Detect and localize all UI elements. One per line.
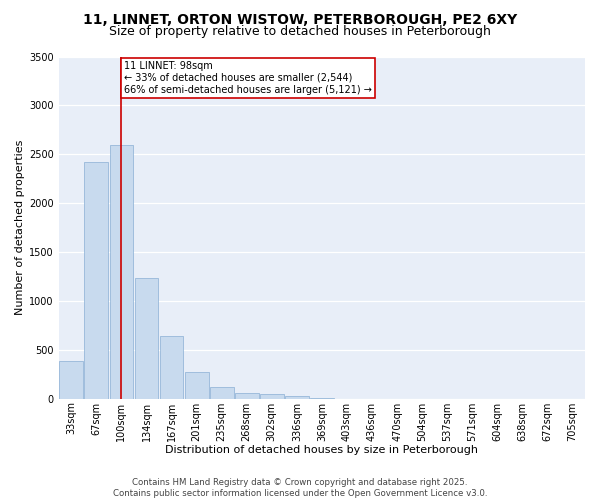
Bar (260, 394, 284, 398)
Bar (210, 387, 233, 398)
Bar (160, 336, 184, 398)
Bar (185, 372, 209, 398)
Y-axis label: Number of detached properties: Number of detached properties (15, 140, 25, 316)
Bar (235, 393, 259, 398)
Bar (285, 396, 309, 398)
Bar (134, 278, 158, 398)
Text: 11, LINNET, ORTON WISTOW, PETERBOROUGH, PE2 6XY: 11, LINNET, ORTON WISTOW, PETERBOROUGH, … (83, 12, 517, 26)
X-axis label: Distribution of detached houses by size in Peterborough: Distribution of detached houses by size … (166, 445, 478, 455)
Bar (110, 146, 133, 398)
Bar (85, 162, 108, 398)
Text: Contains HM Land Registry data © Crown copyright and database right 2025.
Contai: Contains HM Land Registry data © Crown c… (113, 478, 487, 498)
Text: 11 LINNET: 98sqm
← 33% of detached houses are smaller (2,544)
66% of semi-detach: 11 LINNET: 98sqm ← 33% of detached house… (124, 62, 372, 94)
Text: Size of property relative to detached houses in Peterborough: Size of property relative to detached ho… (109, 25, 491, 38)
Bar (59, 360, 83, 399)
